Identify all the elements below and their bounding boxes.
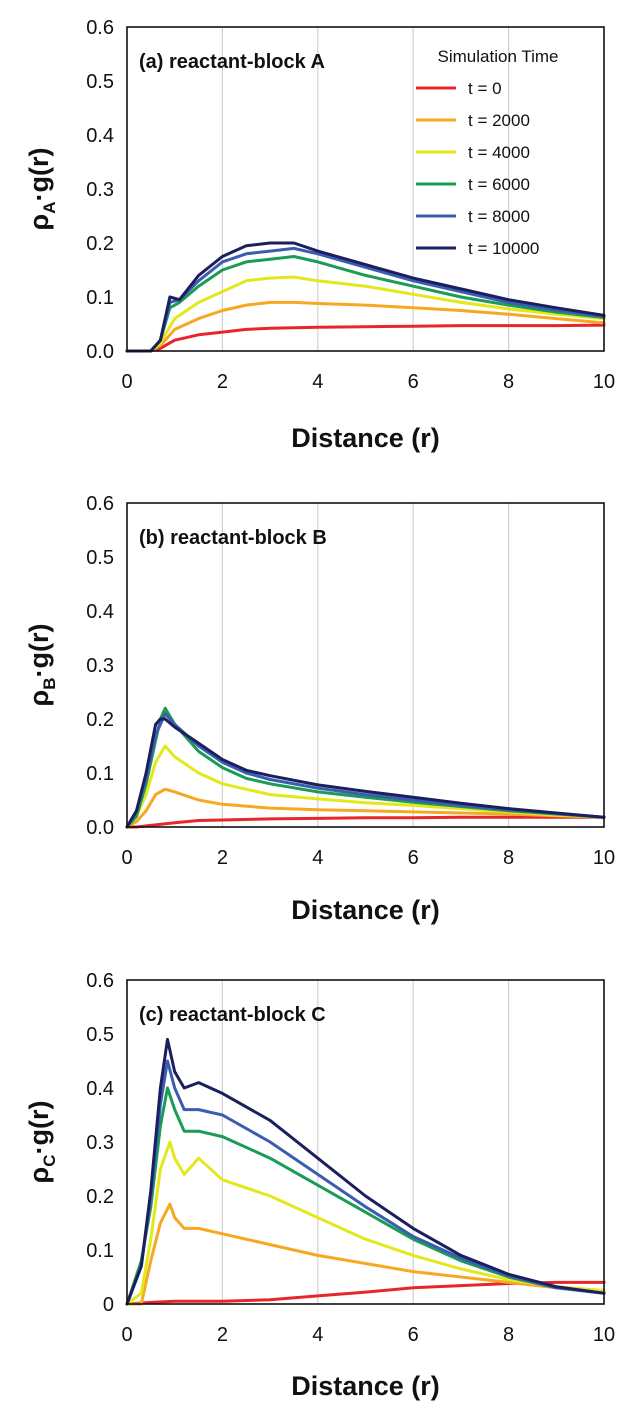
y-axis-title: ρB·g(r)	[24, 624, 59, 707]
x-tick-label: 4	[312, 1324, 323, 1346]
plot-area	[127, 980, 604, 1304]
x-tick-label: 0	[121, 847, 132, 869]
series-line-1	[125, 787, 606, 829]
y-tick-label: 0.5	[86, 547, 114, 569]
legend-entry-label: t = 4000	[468, 143, 530, 162]
y-tick-label: 0.3	[86, 655, 114, 677]
x-tick-label: 6	[408, 847, 419, 869]
x-tick-label: 6	[408, 371, 419, 393]
plot-frame	[126, 26, 605, 352]
x-tick-label: 8	[503, 847, 514, 869]
legend-entry-label: t = 0	[468, 79, 502, 98]
y-tick-label: 0.0	[86, 341, 114, 363]
series-line-0	[125, 815, 606, 829]
x-tick-label: 2	[217, 847, 228, 869]
y-tick-label: 0.6	[86, 17, 114, 39]
chart-panel-0: 0.0 0.1 0.2 0.3 0.4 0.5 0.6 0 2 4 6 8 10 Distance (r)…	[24, 17, 615, 453]
series-line-5	[125, 241, 606, 353]
x-tick-label: 0	[121, 371, 132, 393]
panel-label: (c) reactant-block C	[139, 1004, 326, 1026]
x-tick-label: 4	[312, 371, 323, 393]
series-line-3	[125, 1086, 606, 1306]
panel-label: (a) reactant-block A	[139, 51, 325, 73]
x-tick-label: 10	[593, 371, 615, 393]
y-tick-label: 0.4	[86, 1078, 114, 1100]
y-tick-label: 0.1	[86, 763, 114, 785]
series-line-2	[125, 1140, 606, 1306]
chart-panel-2: 0 0.1 0.2 0.3 0.4 0.5 0.6 0 2 4 6 8 10 Distance (r) ρC…	[24, 970, 615, 1401]
series-line-5	[125, 1037, 606, 1306]
x-tick-label: 2	[217, 1324, 228, 1346]
y-tick-label: 0.0	[86, 817, 114, 839]
legend: Simulation Time t = 0 t = 2000 t = 4000 t = …	[416, 47, 558, 258]
x-tick-label: 8	[503, 371, 514, 393]
y-tick-label: 0.6	[86, 970, 114, 992]
series-line-1	[125, 300, 606, 353]
x-tick-label: 6	[408, 1324, 419, 1346]
y-axis-title: ρA·g(r)	[24, 148, 59, 231]
chart-panel-1: 0.0 0.1 0.2 0.3 0.4 0.5 0.6 0 2 4 6 8 10 Distance (r)…	[24, 493, 615, 925]
x-tick-label: 0	[121, 1324, 132, 1346]
x-axis-title: Distance (r)	[291, 895, 440, 925]
y-axis-title: ρC·g(r)	[24, 1101, 59, 1184]
y-tick-label: 0	[103, 1294, 114, 1316]
y-tick-label: 0.2	[86, 233, 114, 255]
y-tick-label: 0.6	[86, 493, 114, 515]
x-axis-title: Distance (r)	[291, 1371, 440, 1401]
plot-area	[127, 503, 604, 827]
series-line-0	[125, 323, 606, 353]
y-tick-label: 0.3	[86, 179, 114, 201]
y-tick-label: 0.5	[86, 1024, 114, 1046]
x-tick-label: 4	[312, 847, 323, 869]
y-tick-label: 0.3	[86, 1132, 114, 1154]
series-line-4	[125, 712, 606, 829]
x-tick-label: 10	[593, 1324, 615, 1346]
x-tick-label: 10	[593, 847, 615, 869]
series-line-2	[125, 275, 606, 353]
plot-area	[127, 27, 604, 351]
legend-entry-label: t = 6000	[468, 175, 530, 194]
y-tick-label: 0.4	[86, 125, 114, 147]
y-tick-label: 0.5	[86, 71, 114, 93]
legend-entry-label: t = 8000	[468, 207, 530, 226]
x-tick-label: 2	[217, 371, 228, 393]
panel-label: (b) reactant-block B	[139, 527, 327, 549]
y-tick-label: 0.1	[86, 287, 114, 309]
x-axis-title: Distance (r)	[291, 423, 440, 453]
plot-frame	[126, 979, 605, 1305]
x-tick-label: 8	[503, 1324, 514, 1346]
y-tick-label: 0.2	[86, 709, 114, 731]
legend-entry-label: t = 2000	[468, 111, 530, 130]
legend-entry-label: t = 10000	[468, 239, 539, 258]
legend-title: Simulation Time	[438, 47, 559, 66]
plot-frame	[126, 502, 605, 828]
series-line-2	[125, 744, 606, 829]
y-tick-label: 0.1	[86, 1240, 114, 1262]
series-line-5	[125, 717, 606, 829]
series-line-1	[125, 1202, 606, 1306]
y-tick-label: 0.2	[86, 1186, 114, 1208]
y-tick-label: 0.4	[86, 601, 114, 623]
